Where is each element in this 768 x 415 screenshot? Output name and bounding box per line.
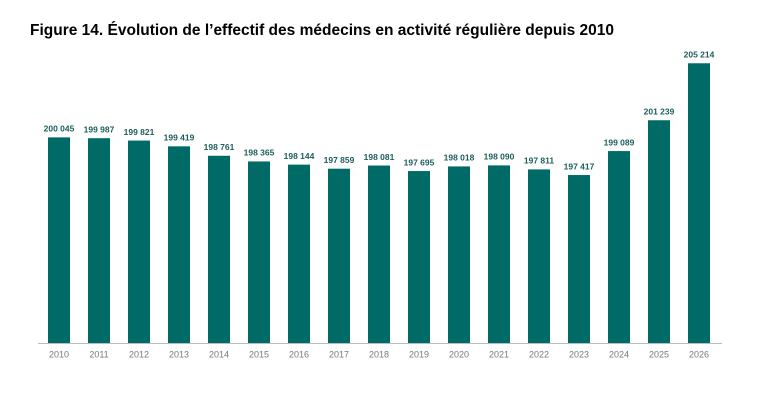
bar [528, 169, 550, 343]
chart-title: Figure 14. Évolution de l’effectif des m… [30, 22, 614, 39]
x-tick-label: 2015 [249, 349, 269, 359]
value-label: 205 214 [684, 50, 715, 60]
bar [648, 120, 670, 344]
bar [608, 151, 630, 343]
x-tick-label: 2012 [129, 349, 149, 359]
bar [368, 165, 390, 343]
bar [688, 63, 710, 343]
x-tick-label: 2021 [489, 349, 509, 359]
x-tick-label: 2010 [49, 349, 69, 359]
x-tick-label: 2018 [369, 349, 389, 359]
x-tick-label: 2020 [449, 349, 469, 359]
bar [288, 164, 310, 343]
value-label: 198 090 [484, 152, 515, 162]
bar [168, 146, 190, 343]
value-label: 197 811 [524, 156, 555, 166]
value-label: 201 239 [644, 106, 675, 116]
x-tick-label: 2023 [569, 349, 589, 359]
bar [328, 168, 350, 343]
value-label: 199 987 [84, 124, 115, 134]
x-tick-label: 2022 [529, 349, 549, 359]
value-label: 197 695 [404, 157, 435, 167]
bar [208, 155, 230, 343]
bar [248, 161, 270, 343]
x-tick-label: 2017 [329, 349, 349, 359]
bar [448, 166, 470, 343]
value-label: 198 365 [244, 148, 275, 158]
bar [568, 175, 590, 343]
bar [88, 138, 110, 343]
x-tick-label: 2011 [89, 349, 108, 359]
x-tick-label: 2025 [649, 349, 669, 359]
bar [408, 171, 430, 343]
value-label: 198 761 [204, 142, 235, 152]
bar [48, 137, 70, 343]
value-label: 198 144 [284, 151, 315, 161]
value-label: 197 417 [564, 161, 595, 171]
x-tick-label: 2014 [209, 349, 229, 359]
bar [488, 165, 510, 343]
value-label: 199 089 [604, 137, 635, 147]
x-tick-label: 2026 [689, 349, 709, 359]
value-label: 198 081 [364, 152, 395, 162]
x-tick-label: 2019 [409, 349, 429, 359]
value-label: 197 859 [324, 155, 355, 165]
x-tick-label: 2024 [609, 349, 629, 359]
value-label: 198 018 [444, 153, 475, 163]
value-label: 200 045 [44, 124, 75, 134]
x-tick-label: 2016 [289, 349, 309, 359]
x-tick-label: 2013 [169, 349, 189, 359]
value-label: 199 419 [164, 133, 195, 143]
bar [128, 140, 150, 343]
value-label: 199 821 [124, 127, 155, 137]
